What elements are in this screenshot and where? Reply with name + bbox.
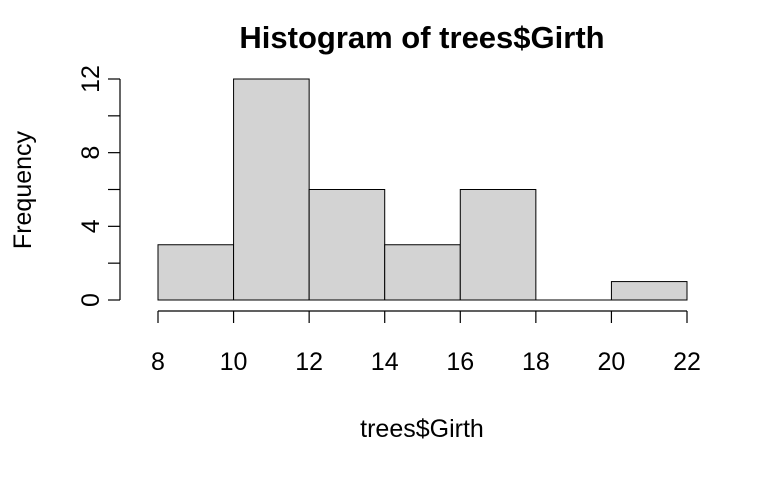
y-tick-label: 12 (77, 65, 105, 93)
x-axis: 8 10 12 14 16 18 20 22 (151, 310, 701, 376)
y-axis: 0 4 8 12 (77, 65, 121, 307)
histogram-bar-2 (308, 189, 386, 301)
x-axis-label: trees$Girth (360, 415, 484, 443)
x-tick-label: 16 (446, 348, 474, 376)
y-tick-label: 0 (77, 293, 105, 307)
y-tick-label: 8 (77, 146, 105, 160)
histogram-bar-4 (459, 189, 537, 301)
y-tick-label: 4 (77, 219, 105, 233)
histogram-bar-3 (384, 244, 461, 301)
bars-group (157, 78, 688, 301)
histogram-bar-0 (157, 244, 235, 301)
x-tick-label: 20 (598, 348, 626, 376)
x-tick-label: 18 (522, 348, 550, 376)
x-tick-label: 22 (673, 348, 701, 376)
histogram-bar-6 (610, 281, 688, 301)
y-axis-label: Frequency (9, 130, 37, 249)
x-tick-label: 12 (295, 348, 323, 376)
x-tick-label: 14 (371, 348, 399, 376)
chart-title: Histogram of trees$Girth (239, 20, 604, 55)
histogram-bar-1 (233, 78, 310, 301)
x-tick-label: 10 (220, 348, 248, 376)
x-tick-label: 8 (151, 348, 165, 376)
